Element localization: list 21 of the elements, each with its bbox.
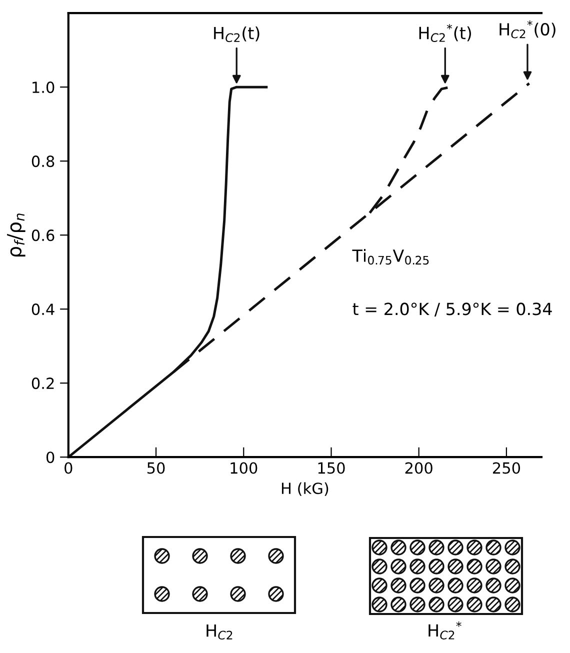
annotation: H$_{C2}$$^{*}$(0): [500, 20, 556, 38]
annotation: t = 2.0°K / 5.9°K = 0.34: [352, 302, 552, 317]
y-tick-label: 0.4: [32, 304, 54, 316]
x-tick-label: 200: [405, 462, 432, 474]
y-tick-label: 0: [46, 452, 54, 464]
annotation: H$_{C2}$$^{*}$(t): [419, 24, 471, 42]
y-tick-label: 0.2: [32, 378, 54, 390]
y-tick-label: 0.6: [32, 230, 54, 242]
x-tick-label: 100: [230, 462, 258, 474]
y-axis-title: ρ$_{f}$/ρ$_{n}$: [7, 214, 26, 256]
text: H$_{C2}$: [206, 624, 232, 640]
y-tick-label: 0.8: [32, 156, 54, 168]
x-tick-label: 50: [147, 462, 165, 474]
x-axis-title: H (kG): [282, 482, 328, 496]
annotation: H$_{C2}$(t): [214, 26, 260, 42]
y-tick-label: 1.0: [32, 82, 54, 94]
x-tick-label: 250: [492, 462, 520, 474]
x-tick-label: 0: [64, 462, 72, 474]
text: H$_{C2}$$^{*}$: [428, 622, 462, 640]
x-tick-label: 150: [318, 462, 345, 474]
annotation: Ti$_{0.75}$V$_{0.25}$: [352, 249, 429, 265]
